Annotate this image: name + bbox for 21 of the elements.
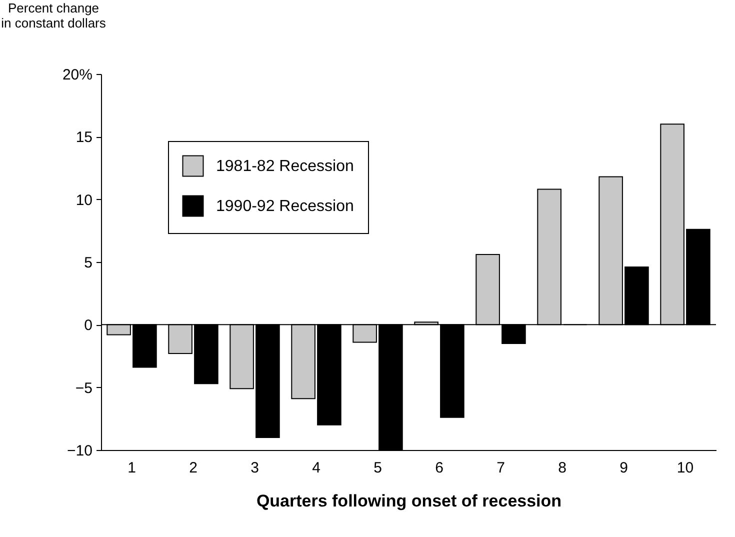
y-tick-label: 15 [76,129,92,146]
x-tick-label: 1 [128,460,136,476]
x-tick-label: 6 [435,460,444,476]
x-tick-label: 4 [312,460,320,476]
y-tick-label: 0 [84,317,92,334]
y-tick-label: −10 [67,442,92,460]
y-tick-label: 10 [76,192,92,209]
x-tick-label: 9 [620,460,628,476]
x-tick-label: 10 [676,460,694,476]
x-tick-label: 8 [558,460,566,476]
x-tick-label: 2 [189,460,198,476]
x-tick-label: 7 [496,460,505,476]
x-axis-title: Quarters following onset of recession [256,492,562,510]
y-tick-label: −5 [75,380,92,397]
legend-label: 1990-92 Recession [216,198,354,215]
legend-label: 1981-82 Recession [216,158,354,175]
x-tick-label: 3 [250,460,259,476]
x-tick-label: 5 [374,460,382,476]
y-tick-label: 20% [62,66,92,84]
y-tick-label: 5 [84,254,92,272]
y-axis-title: Percent change in constant dollars [1,0,106,30]
